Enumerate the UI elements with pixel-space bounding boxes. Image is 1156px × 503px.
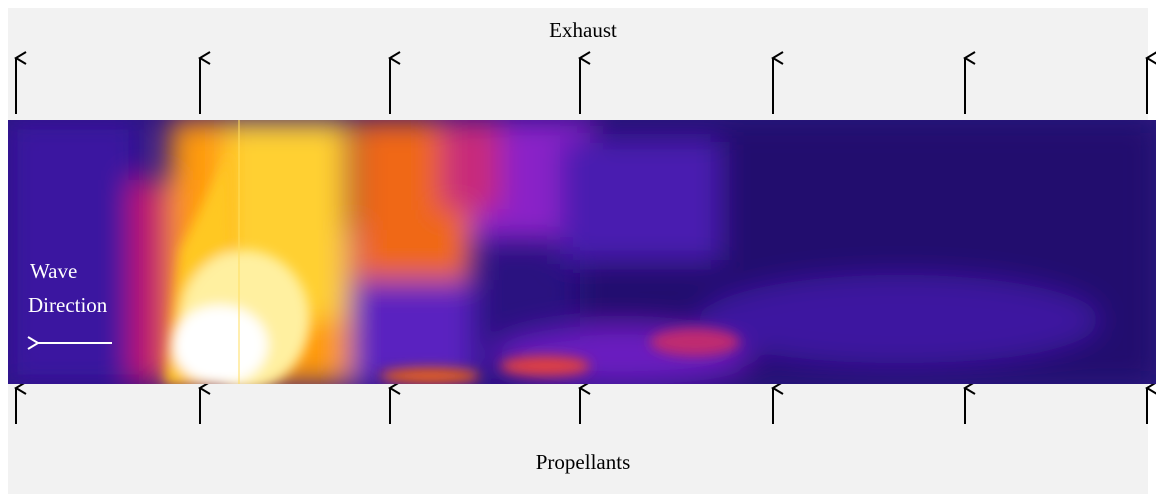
heatmap-image: [8, 120, 1156, 384]
direction-label: Direction: [28, 293, 108, 317]
wave-label: Wave: [30, 259, 77, 283]
top-arrows: [14, 51, 1156, 114]
exhaust-label: Exhaust: [549, 18, 617, 42]
bottom-arrows: [14, 381, 1156, 424]
propellants-label: Propellants: [536, 450, 631, 474]
